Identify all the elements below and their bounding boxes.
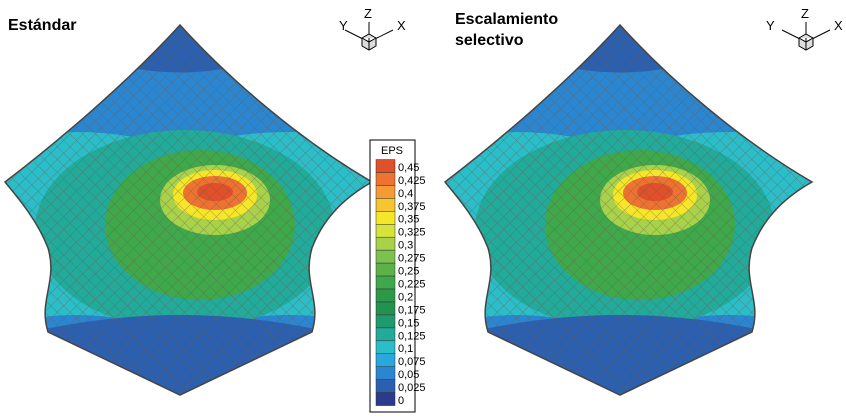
legend-swatch [375,236,396,251]
legend-swatch [375,353,396,367]
axis-label: Y [339,18,348,33]
legend: EPS 0,450,4250,40,3750,350,3250,30,2750,… [369,139,426,413]
legend-swatch [375,224,396,238]
legend-label: 0,15 [398,317,419,329]
legend-swatch [375,301,396,316]
legend-label: 0,075 [398,356,426,368]
legend-label: 0,3 [398,240,413,252]
legend-swatch [375,314,396,329]
legend-label: 0,125 [398,330,426,342]
axis-label: Z [801,6,809,21]
legend-label: 0,025 [398,382,426,394]
legend-swatch [375,275,396,290]
panel-title: selectivo [455,32,524,49]
legend-label: 0,25 [398,266,419,278]
legend-swatch [375,366,396,380]
legend-swatch [375,198,396,212]
panel-title: Estándar [8,17,76,34]
legend-swatch [375,392,396,406]
legend-label: 0,05 [398,369,419,381]
legend-swatch [375,249,396,264]
legend-swatch [375,327,396,342]
axis-label: Y [766,18,775,33]
legend-label: 0,1 [398,343,413,355]
legend-label: 0,325 [398,227,426,239]
legend-label: 0,225 [398,278,426,290]
legend-swatch [375,211,396,225]
legend-label: 0,45 [398,162,419,174]
legend-swatch [375,159,396,173]
axis-triad [781,22,831,51]
axis-label: X [397,18,406,33]
contour-surface [0,0,380,400]
axis-label: Z [364,6,372,21]
legend-label: 0,275 [398,253,426,265]
legend-title: EPS [381,145,403,157]
legend-swatch [375,340,396,355]
legend-swatch [375,288,396,303]
legend-swatch [375,185,396,199]
legend-label: 0 [398,395,404,407]
legend-label: 0,375 [398,201,426,213]
legend-label: 0,35 [398,214,419,226]
legend-swatch [375,262,396,277]
axis-triad [344,22,394,51]
legend-label: 0,2 [398,291,413,303]
legend-swatch [375,172,396,186]
axis-label: X [834,18,843,33]
contour-surface [440,0,820,400]
legend-swatch [375,379,396,393]
panel-title: Escalamiento [455,11,558,28]
legend-label: 0,425 [398,175,426,187]
legend-label: 0,175 [398,304,426,316]
legend-label: 0,4 [398,188,413,200]
